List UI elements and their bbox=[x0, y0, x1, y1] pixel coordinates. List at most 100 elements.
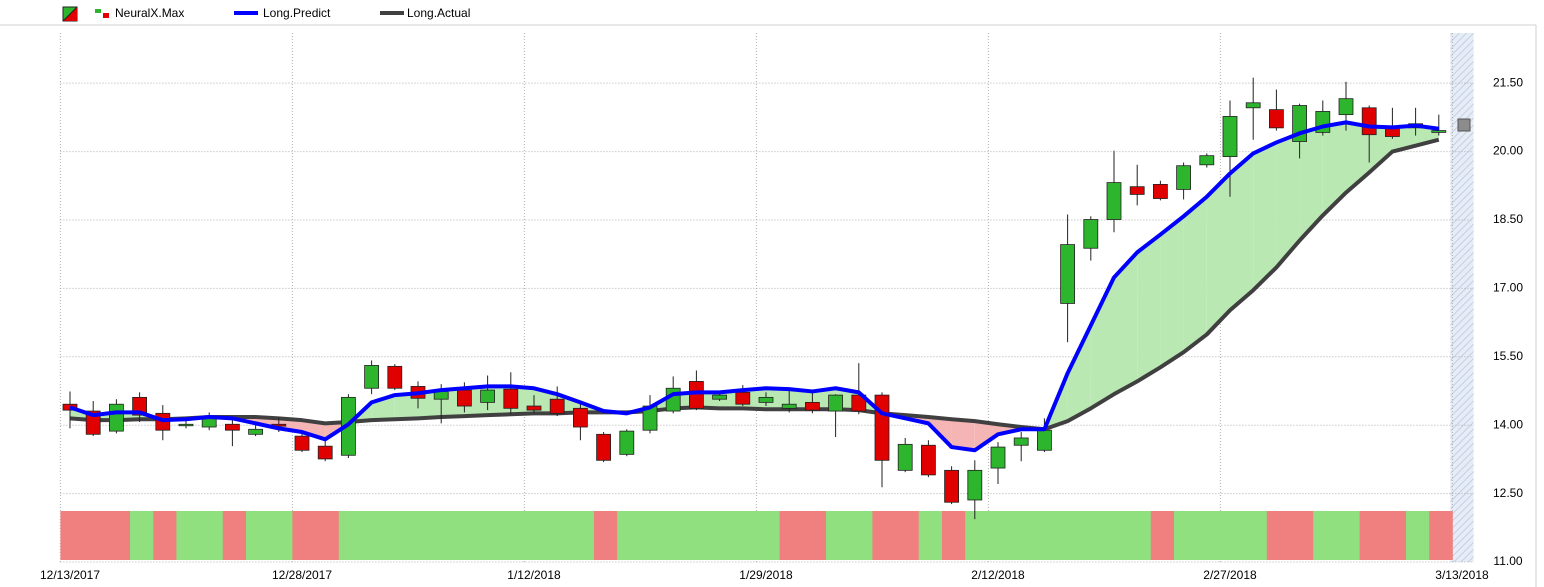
candle-body bbox=[689, 381, 704, 409]
y-tick-label: 14.00 bbox=[1493, 417, 1523, 431]
signal-cell bbox=[431, 511, 456, 560]
signal-cell bbox=[408, 511, 432, 560]
signal-cell bbox=[362, 511, 386, 560]
signal-cell bbox=[826, 511, 850, 560]
signal-cell bbox=[756, 511, 780, 560]
signal-cell bbox=[617, 511, 641, 560]
signal-cell bbox=[710, 511, 734, 560]
candle-body bbox=[62, 403, 78, 411]
candle-body bbox=[573, 407, 588, 428]
signal-cell bbox=[292, 511, 316, 560]
marks bbox=[62, 77, 1471, 520]
signal-cell bbox=[1034, 511, 1059, 560]
candle-body bbox=[248, 428, 264, 435]
candle-body bbox=[619, 430, 635, 455]
grid bbox=[59, 33, 1474, 563]
signal-cell bbox=[524, 511, 548, 560]
candle-body bbox=[781, 403, 797, 409]
candle-body bbox=[851, 394, 867, 412]
signal-cell bbox=[733, 511, 757, 560]
signal-cell bbox=[1336, 511, 1360, 560]
candle-body bbox=[990, 446, 1006, 469]
y-tick-label: 15.50 bbox=[1493, 349, 1523, 363]
signal-cell bbox=[1359, 511, 1384, 560]
candle-body bbox=[1083, 219, 1099, 249]
candle-body bbox=[967, 469, 983, 501]
candle-body bbox=[758, 396, 774, 403]
x-tick-label: 3/13/2018 bbox=[1435, 568, 1489, 582]
signal-strip bbox=[60, 511, 1453, 560]
candle-body bbox=[1199, 155, 1215, 166]
signal-cell bbox=[1174, 511, 1198, 560]
x-tick-label: 2/27/2018 bbox=[1203, 568, 1257, 582]
signal-cell bbox=[1406, 511, 1430, 560]
signal-cell bbox=[1290, 511, 1314, 560]
candle-body bbox=[665, 387, 681, 412]
signal-cell bbox=[1429, 511, 1453, 560]
candle-body bbox=[596, 433, 611, 461]
signal-cell bbox=[199, 511, 224, 560]
signal-cell bbox=[895, 511, 920, 560]
fill-area bbox=[974, 421, 998, 451]
signal-cell bbox=[918, 511, 943, 560]
signal-cell bbox=[176, 511, 200, 560]
signal-cell bbox=[779, 511, 804, 560]
x-tick-label: 12/13/2017 bbox=[40, 568, 100, 582]
candle-body bbox=[944, 469, 959, 503]
candle-body bbox=[364, 365, 380, 389]
signal-cell bbox=[663, 511, 688, 560]
y-tick-label: 20.00 bbox=[1493, 144, 1523, 158]
signal-cell bbox=[153, 511, 177, 560]
signal-cell bbox=[246, 511, 270, 560]
signal-cell bbox=[338, 511, 363, 560]
signal-cell bbox=[478, 511, 502, 560]
y-tick-label: 11.00 bbox=[1493, 554, 1522, 568]
signal-cell bbox=[1243, 511, 1268, 560]
candle-body bbox=[1338, 98, 1354, 116]
candle-body bbox=[178, 423, 194, 427]
signal-cell bbox=[130, 511, 154, 560]
x-tick-label: 2/12/2018 bbox=[971, 568, 1025, 582]
candle-body bbox=[109, 403, 124, 432]
candle-body bbox=[387, 365, 403, 389]
fill-area bbox=[394, 393, 418, 420]
signal-cell bbox=[454, 511, 479, 560]
signal-cell bbox=[315, 511, 340, 560]
signal-cell bbox=[1150, 511, 1175, 560]
frame bbox=[0, 24, 1537, 587]
fill-area bbox=[1114, 252, 1138, 395]
fill-area bbox=[1160, 216, 1184, 368]
fill-area bbox=[1369, 126, 1393, 173]
signal-cell bbox=[1127, 511, 1152, 560]
candle-body bbox=[224, 423, 240, 431]
signal-cell bbox=[547, 511, 572, 560]
signal-cell bbox=[802, 511, 827, 560]
candle-body bbox=[503, 388, 519, 409]
fill-area bbox=[951, 419, 975, 451]
x-tick-label: 12/28/2017 bbox=[272, 568, 332, 582]
candle-body bbox=[1361, 107, 1377, 136]
signal-cell bbox=[83, 511, 108, 560]
candle-body bbox=[456, 389, 472, 407]
signal-cell bbox=[686, 511, 711, 560]
fill-area bbox=[1067, 325, 1091, 422]
signal-cell bbox=[1266, 511, 1291, 560]
future-zone bbox=[1450, 33, 1474, 562]
candle-body bbox=[1106, 182, 1122, 220]
series-line bbox=[69, 137, 1440, 432]
signal-cell bbox=[640, 511, 664, 560]
signal-cell bbox=[106, 511, 131, 560]
candle-body bbox=[1269, 109, 1284, 129]
candle-body bbox=[1013, 437, 1029, 446]
legend-toggle-icon[interactable] bbox=[62, 6, 78, 22]
signal-cell bbox=[965, 511, 989, 560]
signal-cell bbox=[1081, 511, 1105, 560]
signal-cell bbox=[269, 511, 293, 560]
candle-body bbox=[712, 394, 727, 400]
signal-cell bbox=[849, 511, 873, 560]
candle-body bbox=[201, 417, 217, 428]
candle-body bbox=[735, 391, 751, 405]
candle-body bbox=[874, 394, 890, 461]
signal-cell bbox=[570, 511, 595, 560]
